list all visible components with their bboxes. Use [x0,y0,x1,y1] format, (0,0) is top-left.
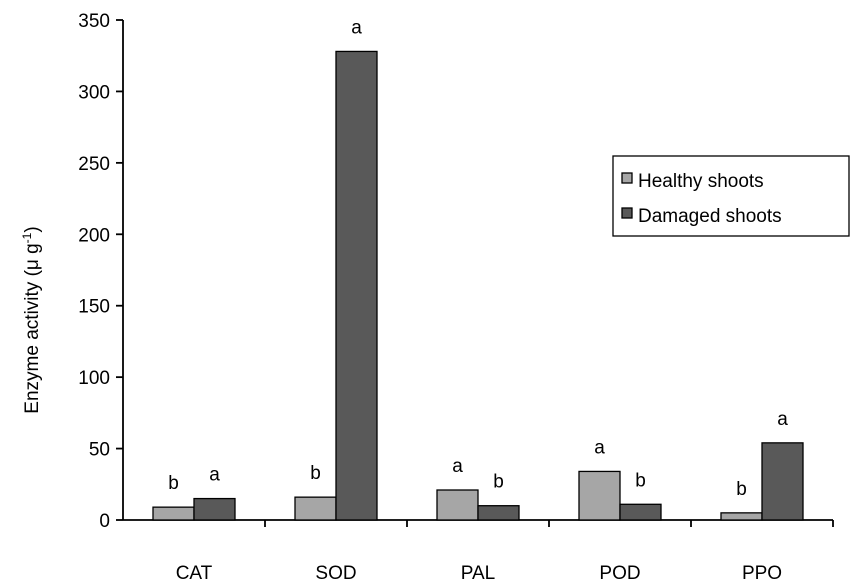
significance-label: b [736,479,747,500]
bar-ppo-healthy [720,512,763,521]
bar-pal-damaged [477,505,520,521]
bar-sod-healthy [294,496,337,521]
y-axis-label: Enzyme activity (μ g-1) [20,226,43,413]
significance-label: a [351,17,362,38]
significance-label: b [493,472,504,493]
x-category-label: POD [599,563,640,584]
x-category-label: CAT [176,563,213,584]
y-tick-label: 250 [78,154,110,175]
bar-sod-damaged [335,50,378,521]
y-tick-label: 300 [78,82,110,103]
bar-pod-healthy [578,470,621,521]
y-tick-label: 50 [89,440,110,461]
bar-ppo-damaged [761,442,804,521]
y-axis: 0 50 100 150 200 250 300 350 [78,11,124,532]
x-axis: CAT SOD PAL POD PPO [123,519,834,584]
x-category-label: PPO [742,563,782,584]
significance-labels: b a b a a b a b b a [168,17,788,499]
y-tick-label: 100 [78,368,110,389]
y-tick-label: 200 [78,225,110,246]
x-category-label: SOD [315,563,356,584]
significance-label: b [310,463,321,484]
legend-box [612,155,850,237]
legend: Healthy shoots Damaged shoots [612,155,850,237]
bar-pod-damaged [619,503,662,521]
significance-label: b [635,470,646,491]
y-tick-label: 150 [78,297,110,318]
legend-label-healthy: Healthy shoots [638,171,764,192]
significance-label: a [209,465,220,486]
bar-cat-damaged [193,497,236,521]
legend-label-damaged: Damaged shoots [638,206,782,227]
y-tick-label: 350 [78,11,110,32]
legend-swatch-healthy [621,172,633,184]
y-tick-label: 0 [99,511,110,532]
bar-pal-healthy [436,489,479,521]
significance-label: a [777,409,788,430]
legend-swatch-damaged [621,207,633,219]
significance-label: b [168,473,179,494]
significance-label: a [594,437,605,458]
x-category-label: PAL [461,563,496,584]
bar-cat-healthy [152,506,195,521]
bars [152,50,804,521]
significance-label: a [452,456,463,477]
y-axis-label-superscript: -1 [20,232,34,243]
